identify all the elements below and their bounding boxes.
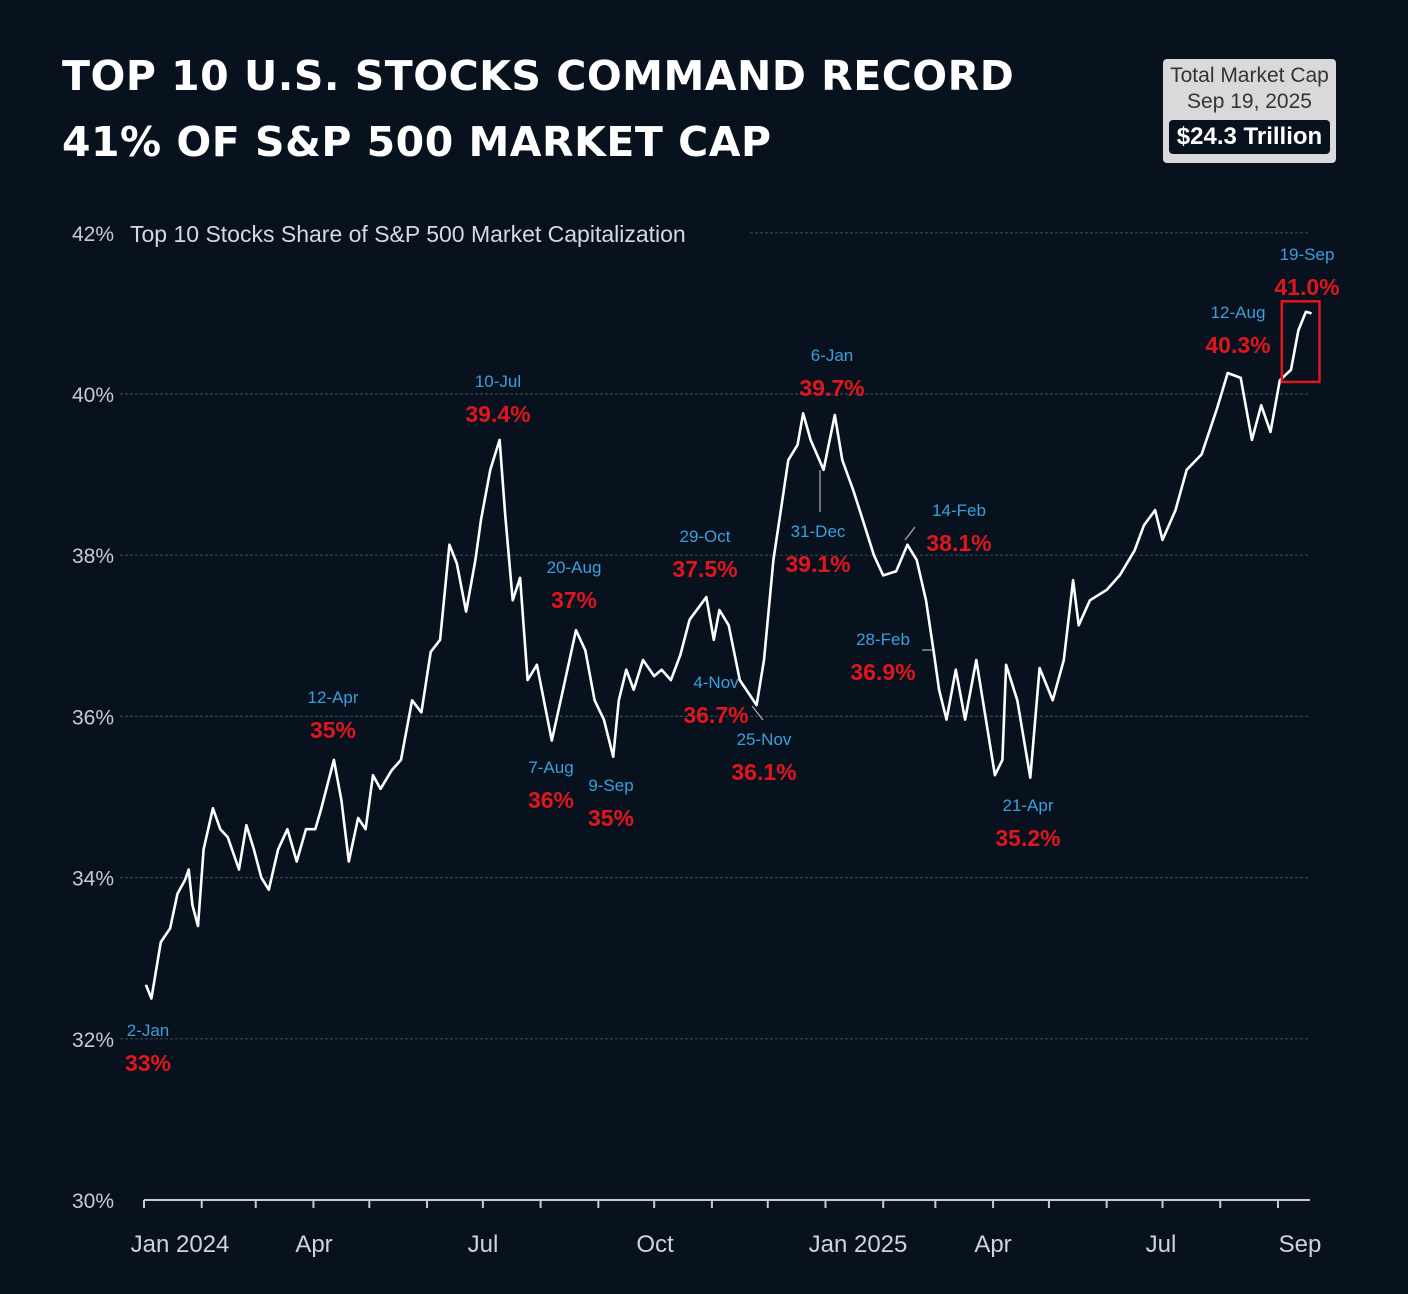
y-tick-label: 36% [72,706,114,729]
annotation-date: 7-Aug [528,758,573,777]
annotation-date: 28-Feb [856,630,910,649]
annotation: 4-Nov 36.7% [683,673,748,728]
annotation-date: 21-Apr [1002,796,1053,815]
annotation: 29-Oct 37.5% [672,527,737,582]
annotation-value: 41.0% [1274,274,1339,300]
chart-title-line-2: 41% OF S&P 500 MARKET CAP [62,118,772,166]
highlight-box [1280,300,1321,384]
annotation-date: 20-Aug [547,558,602,577]
x-tick-label: Jul [468,1231,499,1258]
chart-title-line-1: TOP 10 U.S. STOCKS COMMAND RECORD [62,52,1015,100]
y-tick-label: 30% [72,1190,114,1213]
annotation: 10-Jul 39.4% [465,372,530,427]
annotation-value: 36.9% [850,659,915,685]
annotation-value: 35% [588,805,634,831]
annotation-date: 14-Feb [932,501,986,520]
x-tick-label: Jul [1146,1231,1177,1258]
annotation-date: 19-Sep [1280,245,1335,264]
annotation: 2-Jan 33% [125,1021,171,1076]
x-tick-label: Apr [974,1231,1011,1258]
annotation-value: 39.4% [465,401,530,427]
annotation: 12-Apr 35% [307,688,358,743]
y-tick-label: 34% [72,868,114,891]
annotation: 31-Dec 39.1% [785,522,850,577]
x-tick-label: Jan 2025 [809,1231,908,1258]
market-cap-value: $24.3 Trillion [1169,120,1330,154]
annotation-date: 31-Dec [791,522,846,541]
annotation-date: 25-Nov [737,730,792,749]
annotation-date: 29-Oct [679,527,730,546]
x-tick-label: Apr [295,1231,332,1258]
annotation: 12-Aug 40.3% [1205,303,1270,358]
y-tick-label: 32% [72,1029,114,1052]
annotation-value: 37.5% [672,556,737,582]
market-cap-date: Sep 19, 2025 [1187,90,1312,113]
series-line [144,310,1312,1000]
annotation: 21-Apr 35.2% [995,796,1060,851]
annotation-value: 33% [125,1050,171,1076]
annotation-value: 35% [310,717,356,743]
market-cap-label: Total Market Cap [1170,64,1329,87]
annotation: 6-Jan 39.7% [799,346,864,401]
annotation: 20-Aug 37% [547,558,602,613]
annotation: 9-Sep 35% [588,776,634,831]
annotation-date: 12-Aug [1211,303,1266,322]
x-tick-label: Jan 2024 [131,1231,230,1258]
annotation-value: 36.1% [731,759,796,785]
y-tick-label: 38% [72,545,114,568]
annotation-leader-line [904,526,916,541]
x-tick-label: Oct [636,1231,674,1258]
y-tick-label: 42% [72,223,114,246]
annotation-value: 35.2% [995,825,1060,851]
annotation-value: 40.3% [1205,332,1270,358]
annotation-value: 36% [528,787,574,813]
annotation-leader-line [751,705,764,721]
annotation-value: 39.1% [785,551,850,577]
annotation-date: 6-Jan [811,346,854,365]
annotation: 7-Aug 36% [528,758,574,813]
annotation-value: 39.7% [799,375,864,401]
annotation: 28-Feb 36.9% [850,630,915,685]
annotation-value: 36.7% [683,702,748,728]
annotation: 25-Nov 36.1% [731,730,796,785]
annotation-date: 4-Nov [693,673,739,692]
annotation-date: 10-Jul [475,372,521,391]
annotation-date: 9-Sep [588,776,633,795]
chart-subtitle: Top 10 Stocks Share of S&P 500 Market Ca… [130,221,686,247]
y-tick-label: 40% [72,384,114,407]
annotation-date: 12-Apr [307,688,358,707]
total-market-cap-box: Total Market Cap Sep 19, 2025 $24.3 Tril… [1163,59,1336,163]
annotation: 19-Sep 41.0% [1274,245,1339,300]
annotation-value: 37% [551,587,597,613]
x-tick-label: Sep [1279,1231,1322,1258]
annotation: 14-Feb 38.1% [926,501,991,556]
annotation-value: 38.1% [926,530,991,556]
annotation-date: 2-Jan [127,1021,170,1040]
